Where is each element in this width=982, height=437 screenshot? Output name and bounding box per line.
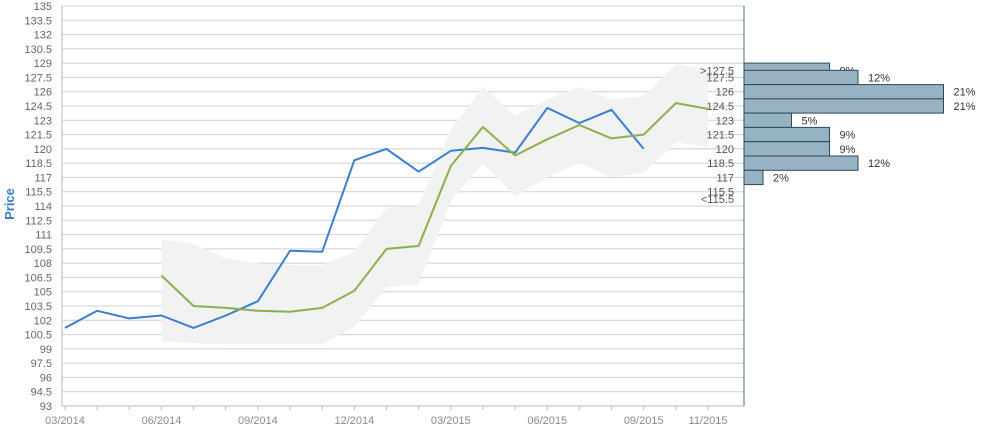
- y-tick-label: 135: [34, 1, 52, 13]
- y-tick-label: 118.5: [25, 158, 52, 170]
- histogram-percent-label: 9%: [840, 144, 856, 156]
- histogram-bin-label: 123: [716, 115, 734, 127]
- y-tick-label: 129: [34, 58, 52, 70]
- histogram-bar: [743, 112, 792, 128]
- y-tick-label: 132: [34, 30, 52, 42]
- histogram-bin-label: 115.5: [707, 187, 734, 199]
- x-tick-label: 12/2014: [334, 415, 374, 427]
- series-lines: [64, 102, 709, 329]
- histogram-bar: [743, 155, 859, 171]
- y-tick-label: 126: [34, 87, 52, 99]
- histogram-percent-label: 12%: [868, 72, 890, 84]
- y-tick-label: 106.5: [24, 272, 52, 284]
- histogram-percent-label: 12%: [868, 158, 890, 170]
- y-tick-label: 103.5: [24, 301, 52, 313]
- y-tick-label: 123: [34, 115, 52, 127]
- histogram-bin-label: 126: [716, 87, 734, 99]
- y-tick-label: 114: [34, 201, 52, 213]
- y-tick-label: 93: [40, 401, 52, 413]
- histogram-bar: [743, 69, 859, 86]
- distribution-histogram: >127.5 9% 127.5 12% 126 21% 124.5 21% 123 5% 121.5…: [700, 62, 976, 206]
- y-tick-label: 121.5: [24, 130, 52, 142]
- forecast-price-line: [160, 102, 709, 313]
- histogram-bin-label: 117: [716, 172, 734, 184]
- y-tick-label: 100.5: [24, 330, 52, 342]
- histogram-percent-label: 21%: [954, 87, 976, 99]
- y-tick-label: 115.5: [25, 187, 52, 199]
- x-tick-label: 03/2015: [431, 415, 471, 427]
- histogram-bar: [743, 169, 764, 186]
- y-tick-label: 127.5: [24, 72, 52, 84]
- x-tick-label: 09/2015: [624, 415, 664, 427]
- histogram-bar: [743, 141, 830, 157]
- y-tick-label: 111: [35, 230, 52, 242]
- y-tick-label: 99: [40, 344, 52, 356]
- histogram-bar: [743, 98, 944, 114]
- histogram-bin-label: <115.5: [701, 194, 734, 206]
- histogram-bin-label: 124.5: [706, 101, 734, 113]
- histogram-percent-label: 9%: [840, 130, 856, 142]
- y-tick-label: 120: [34, 144, 52, 156]
- histogram-percent-label: 5%: [802, 115, 818, 127]
- x-tick-label: 03/2014: [45, 415, 85, 427]
- gridlines: [62, 5, 744, 407]
- histogram-percent-label: 21%: [954, 101, 976, 113]
- histogram-bin-label: 118.5: [707, 158, 734, 170]
- y-axis-label: Price: [2, 188, 17, 220]
- y-tick-label: 130.5: [24, 44, 52, 56]
- histogram-bin-label: 121.5: [706, 130, 734, 142]
- x-tick-label: 11/2015: [689, 415, 728, 427]
- x-tick-label: 06/2015: [527, 415, 567, 427]
- histogram-bar: [743, 126, 830, 143]
- x-tick-label: 06/2014: [142, 415, 182, 427]
- y-tick-label: 97.5: [31, 358, 52, 370]
- y-tick-label: 105: [34, 287, 52, 299]
- actual-price-line: [64, 106, 645, 329]
- y-tick-label: 108: [34, 258, 52, 270]
- histogram-bin-label: 120: [716, 144, 734, 156]
- histogram-percent-label: 2%: [773, 172, 789, 184]
- histogram-bin-label: >127.5: [700, 65, 734, 77]
- y-tick-label: 124.5: [24, 101, 52, 113]
- histogram-bin-label: 127.5: [706, 72, 734, 84]
- y-tick-label: 94.5: [31, 387, 52, 399]
- y-tick-label: 96: [40, 372, 52, 384]
- histogram-bar: [743, 84, 944, 100]
- y-tick-label: 133.5: [24, 15, 52, 27]
- y-tick-label: 109.5: [24, 244, 52, 256]
- y-tick-labels: 135 133.5 132 130.5 129 127.5 126 124.5 123 121.5…: [24, 1, 52, 413]
- y-tick-label: 102: [34, 315, 52, 327]
- y-tick-label: 117: [34, 172, 52, 184]
- x-tick-labels: 03/2014 06/2014 09/2014 12/2014 03/2015 06/20…: [45, 406, 727, 427]
- y-tick-label: 112.5: [25, 215, 52, 227]
- x-tick-label: 09/2014: [238, 415, 278, 427]
